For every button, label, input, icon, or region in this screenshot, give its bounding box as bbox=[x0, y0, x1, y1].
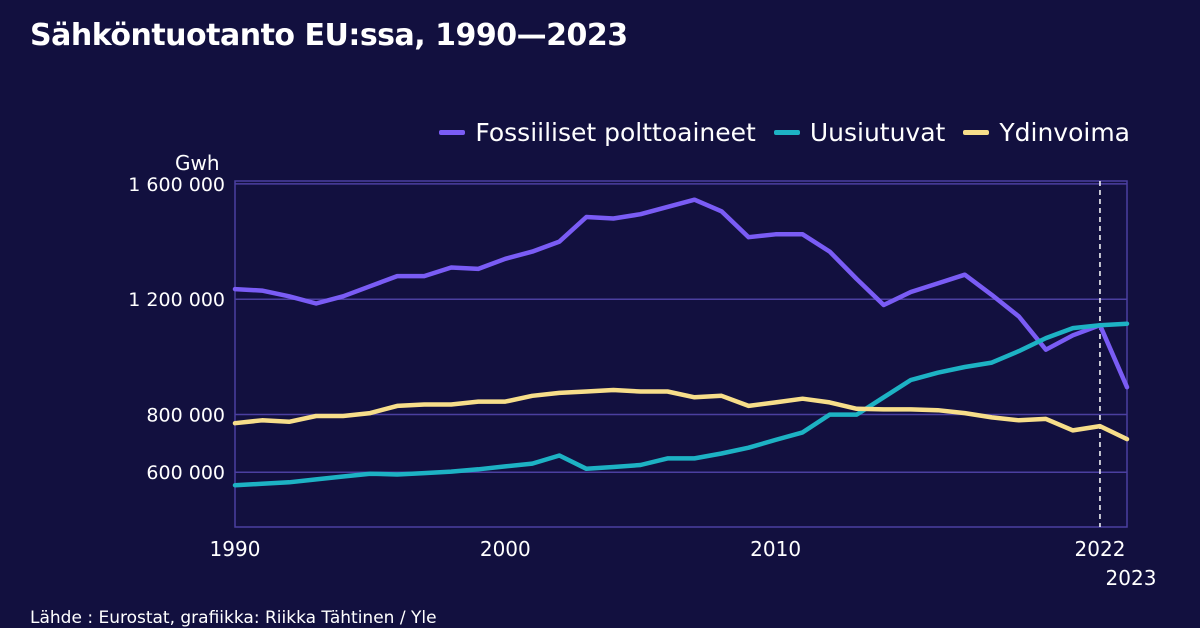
series-line-renewable bbox=[232, 321, 1130, 488]
legend-item-fossil: Fossiiliset polttoaineet bbox=[439, 118, 756, 147]
series-line-fossil bbox=[232, 197, 1130, 390]
y-tick-label: 800 000 bbox=[146, 405, 225, 427]
legend-label-renewable: Uusiutuvat bbox=[809, 118, 946, 147]
y-axis-unit-label: Gwh bbox=[175, 151, 220, 175]
y-tick-label: 1 600 000 bbox=[128, 174, 225, 196]
y-tick-label: 600 000 bbox=[146, 462, 225, 484]
legend-swatch-fossil bbox=[439, 130, 466, 135]
legend-label-nuclear: Ydinvoima bbox=[999, 118, 1130, 147]
source-credit: Lähde : Eurostat, grafiikka: Riikka Täht… bbox=[30, 608, 437, 628]
x-tick-label: 2000 bbox=[480, 537, 531, 561]
legend: Fossiiliset polttoaineet Uusiutuvat Ydin… bbox=[439, 118, 1130, 147]
legend-swatch-renewable bbox=[773, 130, 800, 135]
legend-swatch-nuclear bbox=[963, 130, 990, 135]
x-tick-label: 2010 bbox=[750, 537, 801, 561]
y-tick-label: 1 200 000 bbox=[128, 289, 225, 311]
legend-label-fossil: Fossiiliset polttoaineet bbox=[475, 118, 756, 147]
chart-title: Sähköntuotanto EU:ssa, 1990—2023 bbox=[30, 18, 628, 53]
x-tick-label: 1990 bbox=[210, 537, 261, 561]
series-line-nuclear bbox=[232, 387, 1130, 442]
legend-item-renewable: Uusiutuvat bbox=[773, 118, 946, 147]
x-tick-label: 2023 bbox=[1106, 566, 1157, 590]
x-tick-label: 2022 bbox=[1075, 537, 1126, 561]
plot-frame bbox=[234, 180, 1128, 528]
legend-item-nuclear: Ydinvoima bbox=[963, 118, 1130, 147]
